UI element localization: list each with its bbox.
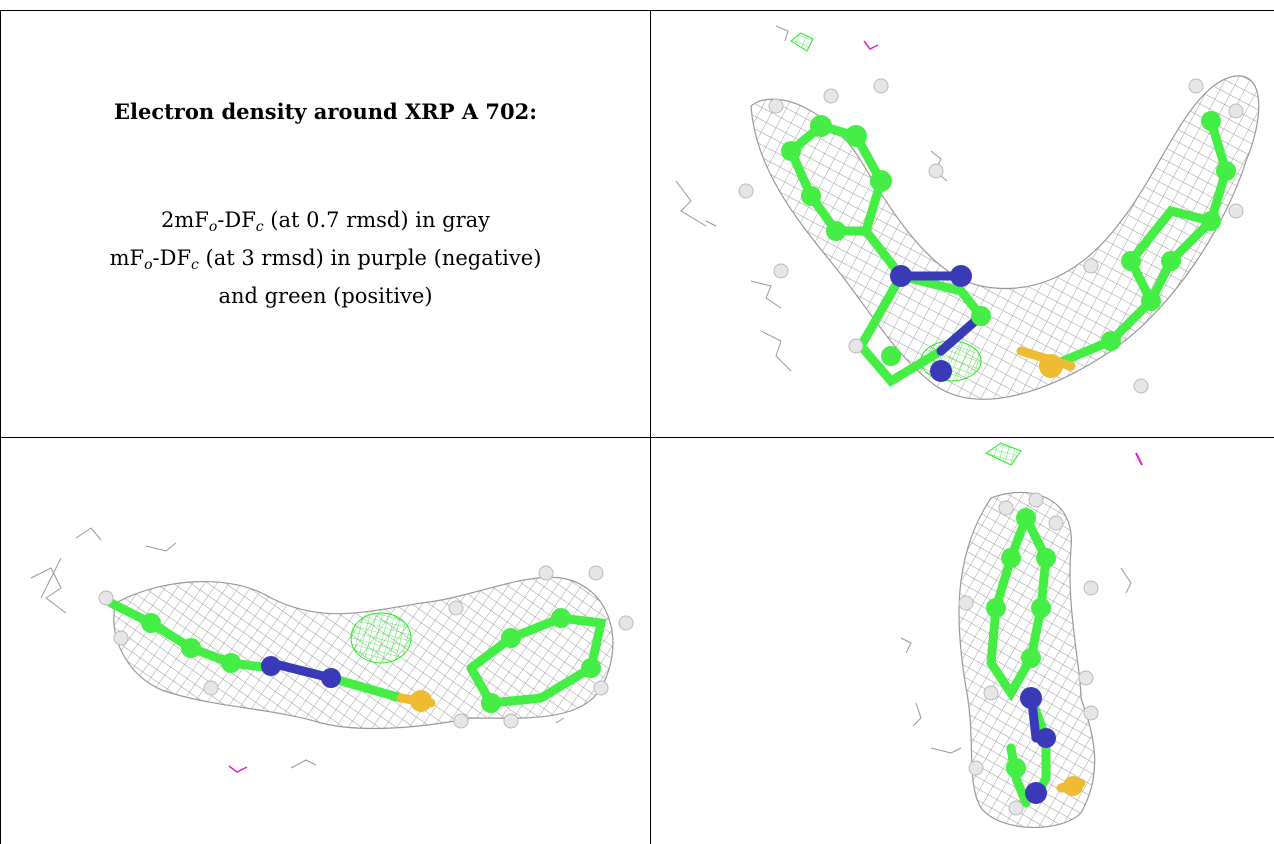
positive-density-top (790, 32, 814, 52)
legend-1-sub-o: o (208, 219, 218, 235)
density-render-bottom-left (30, 527, 634, 773)
legend-line-colors: and green (positive) (218, 284, 433, 308)
view-bottom-right (651, 438, 1273, 844)
density-render-top-right (675, 25, 1260, 400)
atoms (781, 111, 1236, 382)
legend-line-2fofc: 2mFo-DFc (at 0.7 rmsd) in gray (1, 205, 650, 243)
grid-top-border (0, 10, 1274, 11)
legend-1-pre: 2mF (160, 208, 209, 232)
hydrogens (98, 565, 634, 729)
negative-density (228, 765, 248, 773)
view-bottom-left (1, 438, 650, 844)
legend-1-sub-c: c (255, 219, 264, 235)
view-top-right (651, 11, 1273, 437)
grid-middle-divider (0, 437, 1274, 438)
density-render-bottom-right (900, 442, 1143, 829)
stray-sticks (900, 567, 1132, 754)
figure-heading: Electron density around XRP A 702: (113, 99, 538, 124)
negative-density-top (1135, 452, 1143, 466)
density-legend: 2mFo-DFc (at 0.7 rmsd) in gray mFo-DFc (… (1, 205, 650, 312)
legend-2-pre: mF (109, 246, 145, 270)
atoms (141, 608, 601, 713)
grid-center-divider (650, 10, 651, 844)
legend-1-mid: -DF (217, 208, 256, 232)
hydrogens (958, 492, 1099, 816)
legend-2-sub-c: c (191, 257, 199, 273)
stray-sticks (30, 527, 565, 769)
legend-1-post: (at 0.7 rmsd) in gray (263, 208, 491, 232)
legend-2-mid: -DF (152, 246, 192, 270)
legend-2-sub-o: o (144, 257, 153, 273)
hydrogens (738, 78, 1244, 394)
atoms (986, 508, 1083, 804)
negative-density-top (863, 40, 879, 50)
grid-left-border (0, 10, 1, 844)
legend-2-post: (at 3 rmsd) in purple (negative) (198, 246, 542, 270)
stray-sticks (675, 25, 948, 372)
caption-panel: Electron density around XRP A 702: 2mFo-… (1, 11, 650, 437)
positive-density-top (984, 442, 1022, 466)
positive-density (350, 612, 412, 664)
legend-line-fofc: mFo-DFc (at 3 rmsd) in purple (negative) (1, 243, 650, 281)
